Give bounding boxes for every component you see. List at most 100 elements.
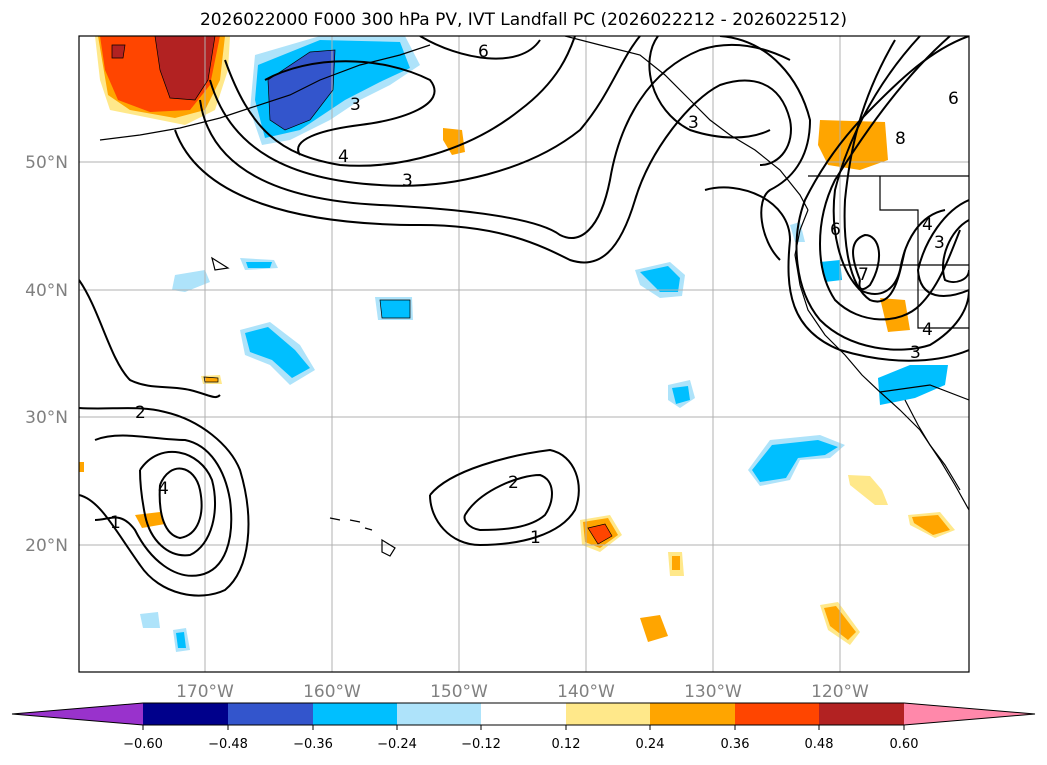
shade-region	[204, 377, 218, 382]
shade-region	[848, 475, 888, 505]
shade-region	[588, 524, 612, 544]
contour-label: 4	[158, 479, 169, 499]
na-west-coast	[794, 209, 969, 511]
contour-label: 2	[508, 473, 519, 493]
colorbar-segment	[143, 703, 228, 725]
contour-label: 4	[922, 320, 933, 340]
colorbar-label: −0.12	[461, 737, 501, 752]
shade-region	[112, 45, 125, 58]
contour-line	[852, 233, 881, 291]
shade-region	[880, 298, 910, 332]
contour-label: 4	[338, 147, 349, 167]
contour-line	[648, 36, 771, 139]
colorbar-segment	[566, 703, 650, 725]
lat-label: 30°N	[25, 408, 68, 428]
colorbar-label: −0.48	[208, 737, 248, 752]
contour-label: 3	[934, 233, 945, 253]
island	[211, 256, 230, 271]
colorbar-over-triangle	[904, 703, 1035, 725]
contour-line	[94, 434, 233, 577]
shade-region	[380, 300, 410, 318]
contour-line	[719, 36, 812, 261]
contour-labels: 6 3 4 3 2 1 4 2 1 8 6 7 4 3 4 3 3 6	[110, 42, 959, 548]
lat-label: 40°N	[25, 281, 68, 301]
colorbar-under-triangle	[12, 703, 143, 725]
contour-line	[704, 186, 969, 362]
contour-label: 1	[530, 528, 541, 548]
lon-label: 170°W	[176, 682, 234, 702]
contour-line	[79, 279, 221, 399]
contour-label: 7	[858, 265, 869, 285]
contour-label: 6	[830, 220, 841, 240]
colorbar-label: 0.36	[721, 737, 750, 752]
shade-region	[172, 270, 210, 292]
shade-outlines	[111, 36, 613, 545]
contour-label: 4	[922, 215, 933, 235]
shade-region	[155, 36, 215, 100]
contour-line	[843, 39, 906, 303]
contour-label: 1	[110, 513, 121, 533]
shade-region	[672, 556, 680, 570]
shade-region	[176, 632, 186, 648]
contour-line	[419, 36, 541, 60]
us-mexico-border	[879, 384, 969, 401]
contour-line	[264, 60, 436, 156]
colorbar-label: 0.12	[552, 737, 581, 752]
colorbar-segment	[228, 703, 313, 725]
shade-region	[752, 440, 838, 482]
colorbar-label: 0.48	[805, 737, 834, 752]
contour-label: 6	[948, 89, 959, 109]
colorbar-label: −0.60	[123, 737, 163, 752]
hawaii-islands	[329, 517, 396, 557]
lon-label: 120°W	[811, 682, 869, 702]
colorbar: −0.60 −0.48 −0.36 −0.24 −0.12 0.12 0.24 …	[11, 702, 1036, 752]
contour-line	[174, 79, 792, 264]
shade-region	[79, 462, 84, 472]
colorbar-label: −0.24	[377, 737, 417, 752]
colorbar-ticks	[142, 725, 905, 730]
shade-outline	[203, 376, 219, 383]
latitude-labels: 50°N 40°N 30°N 20°N	[25, 153, 68, 556]
shade-region	[820, 260, 842, 282]
contour-line	[209, 36, 641, 187]
contour-line	[795, 36, 969, 351]
pv-contours	[79, 36, 969, 597]
contour-line	[139, 451, 216, 557]
shade-region	[135, 512, 165, 528]
shade-region	[912, 515, 950, 535]
contour-line	[79, 407, 250, 597]
colorbar-label: −0.36	[293, 737, 333, 752]
colorbar-segment	[819, 703, 904, 725]
contour-line	[429, 448, 580, 547]
contour-line	[463, 473, 553, 532]
contour-label: 2	[135, 403, 146, 423]
shade-region	[672, 386, 690, 404]
contour-line	[199, 43, 791, 239]
shade-region	[640, 615, 668, 642]
colorbar-label: 0.24	[636, 737, 665, 752]
contour-line	[224, 36, 576, 167]
lat-label: 50°N	[25, 153, 68, 173]
lon-label: 160°W	[303, 682, 361, 702]
contour-line	[942, 219, 969, 283]
shade-region	[245, 327, 310, 378]
shade-region	[878, 365, 948, 405]
longitude-labels: 170°W 160°W 150°W 140°W 130°W 120°W	[176, 682, 869, 702]
state-border	[879, 176, 969, 266]
shade-region	[246, 262, 272, 268]
contour-label: 6	[478, 42, 489, 62]
shade-outline	[111, 44, 126, 59]
colorbar-segment	[481, 703, 566, 725]
colorbar-segment	[397, 703, 481, 725]
lon-label: 140°W	[557, 682, 615, 702]
shade-outline	[379, 299, 411, 319]
aleutian-chain	[99, 44, 431, 141]
colorbar-segment	[735, 703, 819, 725]
contour-label: 3	[350, 95, 361, 115]
contour-label: 3	[688, 113, 699, 133]
lat-label: 20°N	[25, 536, 68, 556]
shade-outline	[267, 49, 336, 131]
baja-coast	[904, 399, 961, 491]
contour-label: 8	[895, 129, 906, 149]
